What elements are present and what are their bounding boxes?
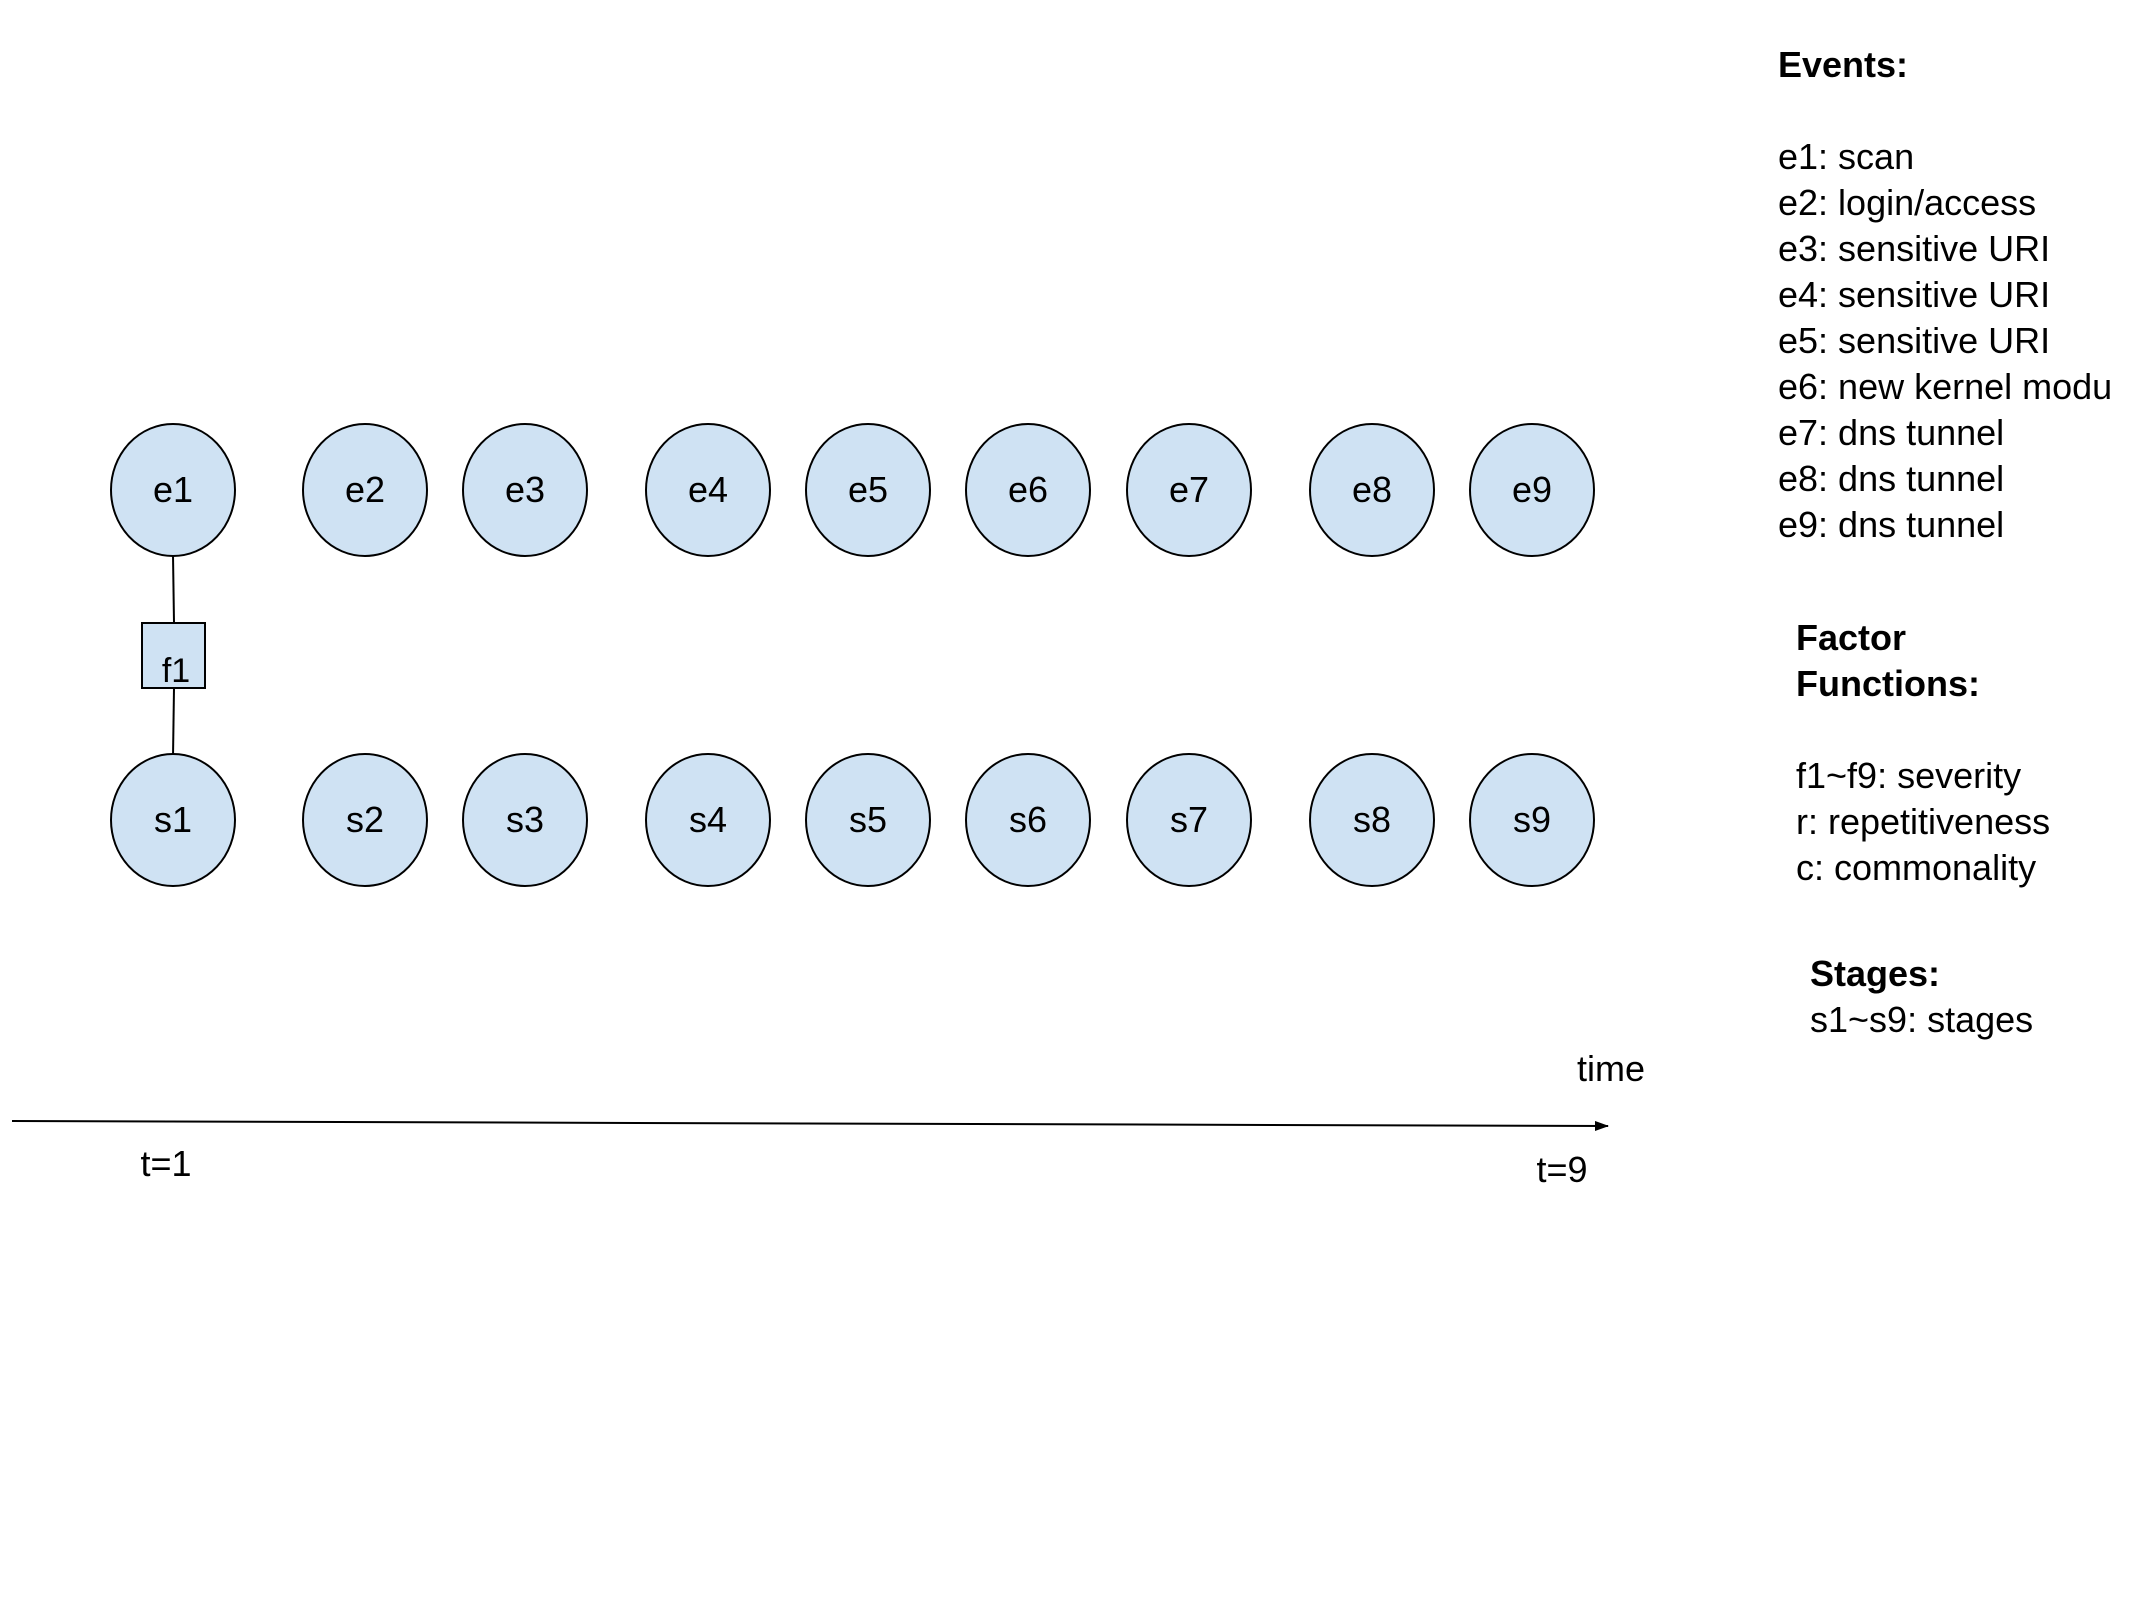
event-node-e7[interactable]: e7 [1126, 423, 1252, 557]
factor-legend-title-line1: Factor [1796, 617, 1907, 658]
event-node-circle [110, 423, 236, 557]
edge-e1-f1 [172, 554, 175, 624]
event-node-label: e3 [505, 469, 545, 510]
stage-node-s8[interactable]: s8 [1309, 753, 1435, 887]
stage-node-s2[interactable]: s2 [302, 753, 428, 887]
event-node-circle [645, 423, 771, 557]
events-legend: Events: e1: scan e2: login/access e3: se… [1778, 42, 2112, 548]
event-node-label: e6 [1008, 469, 1048, 510]
stage-node-s3[interactable]: s3 [462, 753, 588, 887]
event-node-e5[interactable]: e5 [805, 423, 931, 557]
event-node-circle [1469, 423, 1595, 557]
event-node-circle [805, 423, 931, 557]
factor-legend-title-line2: Functions: [1796, 663, 1980, 704]
stage-node-s1[interactable]: s1 [110, 753, 236, 887]
event-node-e4[interactable]: e4 [645, 423, 771, 557]
events-legend-item: e3: sensitive URI [1778, 228, 2051, 269]
stage-node-s7[interactable]: s7 [1126, 753, 1252, 887]
stage-node-label: s9 [1513, 799, 1551, 840]
time-axis-end-label: t=9 [1536, 1149, 1587, 1190]
events-legend-item: e2: login/access [1778, 182, 2037, 223]
event-node-circle [302, 423, 428, 557]
event-node-e2[interactable]: e2 [302, 423, 428, 557]
event-node-label: e2 [345, 469, 385, 510]
event-node-circle [462, 423, 588, 557]
stage-node-label: s8 [1353, 799, 1391, 840]
event-node-e9[interactable]: e9 [1469, 423, 1595, 557]
event-node-circle [1309, 423, 1435, 557]
stage-node-s9[interactable]: s9 [1469, 753, 1595, 887]
factor-legend-item: r: repetitiveness [1796, 801, 2051, 842]
event-node-e3[interactable]: e3 [462, 423, 588, 557]
time-axis-label: time [1577, 1048, 1645, 1089]
stage-node-circle [645, 753, 771, 887]
event-node-circle [1126, 423, 1252, 557]
factor-node-label: f1 [162, 652, 190, 690]
factor-node-f1[interactable]: f1 [141, 622, 206, 690]
time-axis-arrow [11, 1120, 1609, 1131]
stage-node-label: s3 [506, 799, 544, 840]
factor-functions-legend: Factor Functions: f1~f9: severity r: rep… [1796, 615, 2050, 891]
stages-legend-item: s1~s9: stages [1810, 999, 2034, 1040]
event-node-label: e4 [688, 469, 728, 510]
factor-legend-item: c: commonality [1796, 847, 2037, 888]
stage-node-circle [1469, 753, 1595, 887]
events-legend-item: e8: dns tunnel [1778, 458, 2005, 499]
stage-node-label: s1 [154, 799, 192, 840]
event-node-e8[interactable]: e8 [1309, 423, 1435, 557]
factor-legend-item: f1~f9: severity [1796, 755, 2022, 796]
events-legend-item: e1: scan [1778, 136, 1915, 177]
events-legend-item: e6: new kernel modu [1778, 366, 2113, 407]
stage-node-label: s2 [346, 799, 384, 840]
time-axis-start-label: t=1 [140, 1143, 191, 1184]
event-node-label: e9 [1512, 469, 1552, 510]
stage-node-circle [302, 753, 428, 887]
stage-node-circle [110, 753, 236, 887]
stage-node-circle [1309, 753, 1435, 887]
events-legend-item: e5: sensitive URI [1778, 320, 2051, 361]
stages-legend-title: Stages: [1810, 953, 1941, 994]
edge-f1-s1 [172, 687, 175, 758]
stage-node-label: s4 [689, 799, 727, 840]
event-node-label: e1 [153, 469, 193, 510]
event-node-e1[interactable]: e1 [110, 423, 236, 557]
event-node-label: e7 [1169, 469, 1209, 510]
stage-node-label: s7 [1170, 799, 1208, 840]
events-legend-title: Events: [1778, 44, 1909, 85]
stages-legend: Stages: s1~s9: stages [1810, 951, 2033, 1043]
events-legend-item: e4: sensitive URI [1778, 274, 2051, 315]
event-node-circle [965, 423, 1091, 557]
stage-node-label: s6 [1009, 799, 1047, 840]
stage-node-label: s5 [849, 799, 887, 840]
stage-node-circle [965, 753, 1091, 887]
events-legend-item: e9: dns tunnel [1778, 504, 2005, 545]
stage-node-circle [805, 753, 931, 887]
events-legend-item: e7: dns tunnel [1778, 412, 2005, 453]
event-node-e6[interactable]: e6 [965, 423, 1091, 557]
event-node-label: e8 [1352, 469, 1392, 510]
stage-node-s5[interactable]: s5 [805, 753, 931, 887]
stage-node-s6[interactable]: s6 [965, 753, 1091, 887]
event-node-label: e5 [848, 469, 888, 510]
stage-node-circle [1126, 753, 1252, 887]
stage-node-s4[interactable]: s4 [645, 753, 771, 887]
stage-node-circle [462, 753, 588, 887]
